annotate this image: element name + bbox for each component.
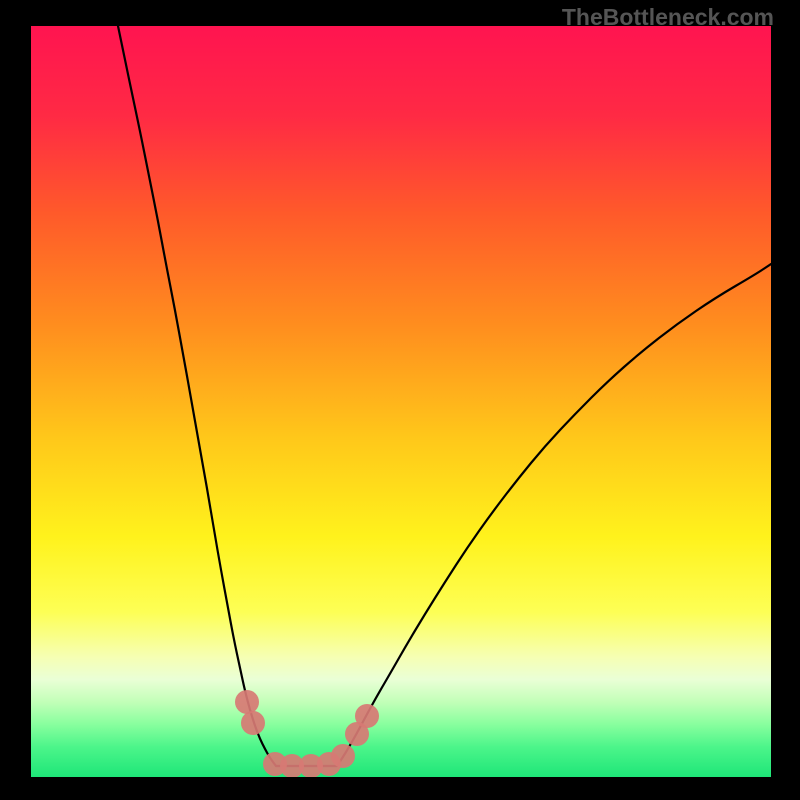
left-curve	[118, 26, 276, 766]
data-marker	[331, 744, 355, 768]
watermark-text: TheBottleneck.com	[562, 4, 774, 31]
data-marker	[355, 704, 379, 728]
curves-layer	[31, 26, 771, 777]
right-curve	[337, 264, 771, 766]
data-marker	[241, 711, 265, 735]
plot-area	[31, 26, 771, 777]
data-marker	[235, 690, 259, 714]
